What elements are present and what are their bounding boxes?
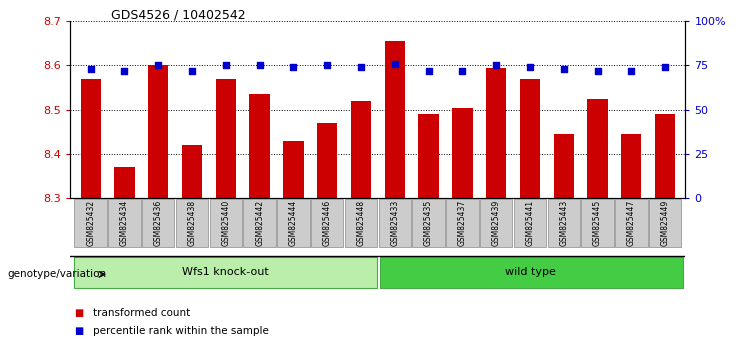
Text: GSM825445: GSM825445 (593, 200, 602, 246)
Point (524, 64, 536, 70)
Text: GSM825442: GSM825442 (255, 200, 264, 246)
Text: GSM825441: GSM825441 (525, 200, 534, 246)
Bar (311, 199, 343, 247)
Text: wild type: wild type (505, 267, 556, 277)
Text: GSM825447: GSM825447 (627, 200, 636, 246)
Bar (216, 79, 236, 198)
Bar (210, 199, 242, 247)
Bar (250, 94, 270, 198)
Text: GSM825437: GSM825437 (458, 200, 467, 246)
Text: Wfs1 knock-out: Wfs1 knock-out (182, 267, 269, 277)
Point (558, 66, 570, 72)
Bar (480, 199, 513, 247)
Text: percentile rank within the sample: percentile rank within the sample (93, 326, 268, 336)
Bar (108, 199, 141, 247)
Point (253, 63, 265, 68)
Bar (182, 145, 202, 198)
Bar (345, 199, 377, 247)
Bar (243, 199, 276, 247)
Bar (520, 79, 540, 198)
Bar (176, 199, 208, 247)
Text: ■: ■ (74, 308, 83, 318)
Point (389, 61, 401, 67)
Bar (419, 114, 439, 198)
Bar (142, 199, 174, 247)
Text: GSM825434: GSM825434 (120, 200, 129, 246)
Bar (148, 65, 168, 198)
Bar (74, 257, 377, 288)
Bar (548, 199, 580, 247)
Point (322, 63, 333, 68)
Text: GSM825436: GSM825436 (153, 200, 163, 246)
Text: GSM825448: GSM825448 (356, 200, 365, 246)
Text: GSM825449: GSM825449 (661, 200, 670, 246)
Bar (114, 167, 135, 198)
Bar (446, 199, 479, 247)
Bar (74, 199, 107, 247)
Bar (588, 99, 608, 198)
Point (288, 64, 299, 70)
Text: GSM825433: GSM825433 (391, 200, 399, 246)
Bar (385, 41, 405, 198)
Text: GSM825438: GSM825438 (187, 200, 196, 246)
Point (591, 68, 603, 74)
Bar (554, 134, 574, 198)
Point (153, 63, 165, 68)
Text: GSM825446: GSM825446 (323, 200, 332, 246)
Bar (655, 114, 675, 198)
Point (220, 63, 232, 68)
Bar (452, 108, 473, 198)
Point (491, 63, 502, 68)
Point (84, 66, 96, 72)
Text: GSM825432: GSM825432 (86, 200, 95, 246)
Bar (379, 199, 411, 247)
Text: ■: ■ (74, 326, 83, 336)
Bar (615, 199, 648, 247)
Bar (582, 199, 614, 247)
Point (625, 68, 637, 74)
Point (119, 68, 130, 74)
Text: GSM825440: GSM825440 (222, 200, 230, 246)
Point (456, 68, 468, 74)
Bar (621, 134, 642, 198)
Bar (317, 123, 337, 198)
Point (355, 64, 367, 70)
Text: GSM825435: GSM825435 (424, 200, 433, 246)
Text: transformed count: transformed count (93, 308, 190, 318)
Point (186, 68, 198, 74)
Text: GSM825444: GSM825444 (289, 200, 298, 246)
Bar (351, 101, 371, 198)
Text: GSM825439: GSM825439 (492, 200, 501, 246)
Text: genotype/variation: genotype/variation (7, 269, 107, 279)
Bar (81, 79, 101, 198)
Bar (514, 199, 546, 247)
Text: GDS4526 / 10402542: GDS4526 / 10402542 (111, 9, 246, 22)
Point (422, 68, 434, 74)
Bar (413, 199, 445, 247)
Bar (649, 199, 682, 247)
Bar (283, 141, 304, 198)
Bar (380, 257, 682, 288)
Bar (277, 199, 310, 247)
Text: GSM825443: GSM825443 (559, 200, 568, 246)
Point (659, 64, 671, 70)
Bar (486, 68, 506, 198)
